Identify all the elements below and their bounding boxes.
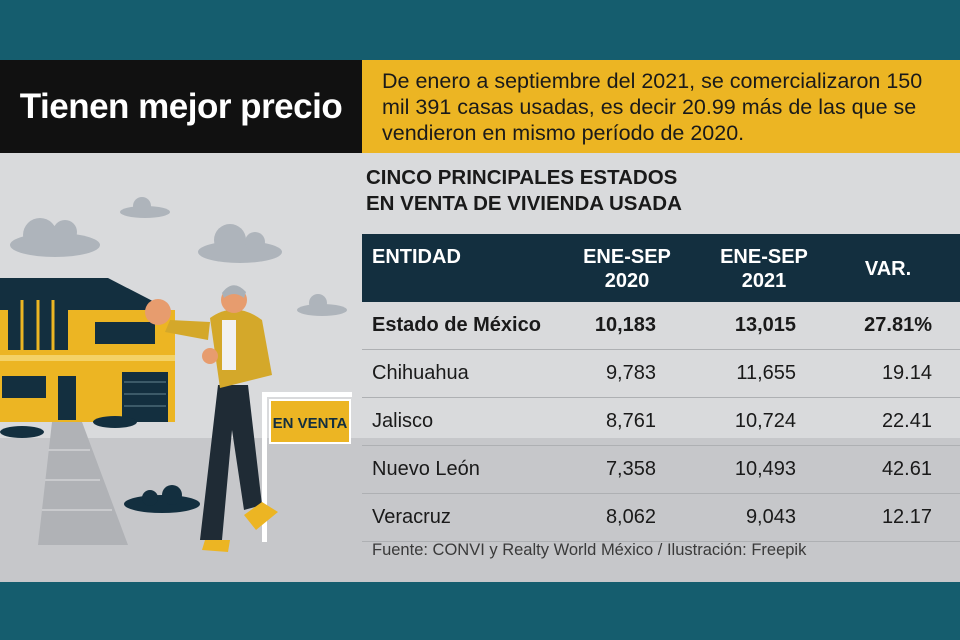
cloud-icons (10, 197, 347, 316)
sale-sign-label: EN VENTA (273, 415, 348, 432)
table-body: Estado de México 10,183 13,015 27.81% Chihua… (362, 302, 960, 542)
top-band (0, 0, 960, 60)
table-header: ENTIDAD ENE-SEP 2020 ENE-SEP 2021 VAR. (362, 234, 960, 302)
cell-2021: 10,493 (734, 458, 796, 480)
subtitle-line-1: CINCO PRINCIPALES ESTADOS (366, 166, 678, 189)
house-for-sale-illustration: EN VENTA (0, 197, 352, 552)
table-row: Jalisco 8,761 10,724 22.41 (362, 398, 960, 446)
cell-2021: 11,655 (736, 362, 796, 384)
cell-2021: 9,043 (745, 506, 796, 528)
cell-2021: 13,015 (734, 314, 796, 336)
sale-sign-icon: EN VENTA (262, 392, 352, 542)
header-2020-line-1: ENE-SEP (583, 246, 671, 268)
cell-entidad: Chihuahua (372, 362, 469, 384)
cell-2020: 7,358 (605, 458, 656, 480)
house-icon (0, 278, 175, 422)
cell-entidad: Veracruz (372, 506, 451, 528)
intro-text: De enero a septiembre del 2021, se comer… (382, 69, 923, 145)
header-2020-line-2: 2020 (604, 270, 650, 292)
subtitle-line-2: EN VENTA DE VIVIENDA USADA (366, 192, 682, 215)
source-note: Fuente: CONVI y Realty World México / Il… (372, 541, 807, 559)
page-title: Tienen mejor precio (19, 86, 343, 126)
header-2020: ENE-SEP 2020 (567, 245, 687, 293)
bush-icons (0, 416, 200, 513)
header-2021-line-1: ENE-SEP (720, 246, 808, 268)
path-icon (38, 422, 128, 545)
cell-2020: 10,183 (594, 314, 656, 336)
table-subtitle: CINCO PRINCIPALES ESTADOS EN VENTA DE VI… (366, 165, 766, 217)
cell-var: 12.17 (881, 506, 932, 528)
table-row: Nuevo León 7,358 10,493 42.61 (362, 446, 960, 494)
person-icon (145, 285, 278, 552)
cell-var: 27.81% (864, 314, 932, 336)
cell-entidad: Estado de México (372, 314, 541, 336)
sales-table: ENTIDAD ENE-SEP 2020 ENE-SEP 2021 VAR. E… (362, 234, 960, 542)
table-row: Veracruz 8,062 9,043 12.17 (362, 494, 960, 542)
title-box: Tienen mejor precio (0, 60, 362, 153)
cell-2021: 10,724 (734, 410, 796, 432)
table-row: Estado de México 10,183 13,015 27.81% (362, 302, 960, 350)
cell-var: 42.61 (881, 458, 932, 480)
header-2021-line-2: 2021 (741, 270, 787, 292)
table-row: Chihuahua 9,783 11,655 19.14 (362, 350, 960, 398)
header-2021: ENE-SEP 2021 (704, 245, 824, 293)
intro-box: De enero a septiembre del 2021, se comer… (362, 60, 960, 153)
cell-var: 19.14 (881, 362, 932, 384)
cell-entidad: Nuevo León (372, 458, 480, 480)
cell-2020: 8,761 (605, 410, 656, 432)
header-var: VAR. (864, 258, 912, 280)
bottom-band (0, 582, 960, 640)
cell-2020: 9,783 (605, 362, 656, 384)
cell-2020: 8,062 (605, 506, 656, 528)
cell-var: 22.41 (881, 410, 932, 432)
cell-entidad: Jalisco (372, 410, 434, 432)
header-entidad: ENTIDAD (372, 246, 461, 268)
